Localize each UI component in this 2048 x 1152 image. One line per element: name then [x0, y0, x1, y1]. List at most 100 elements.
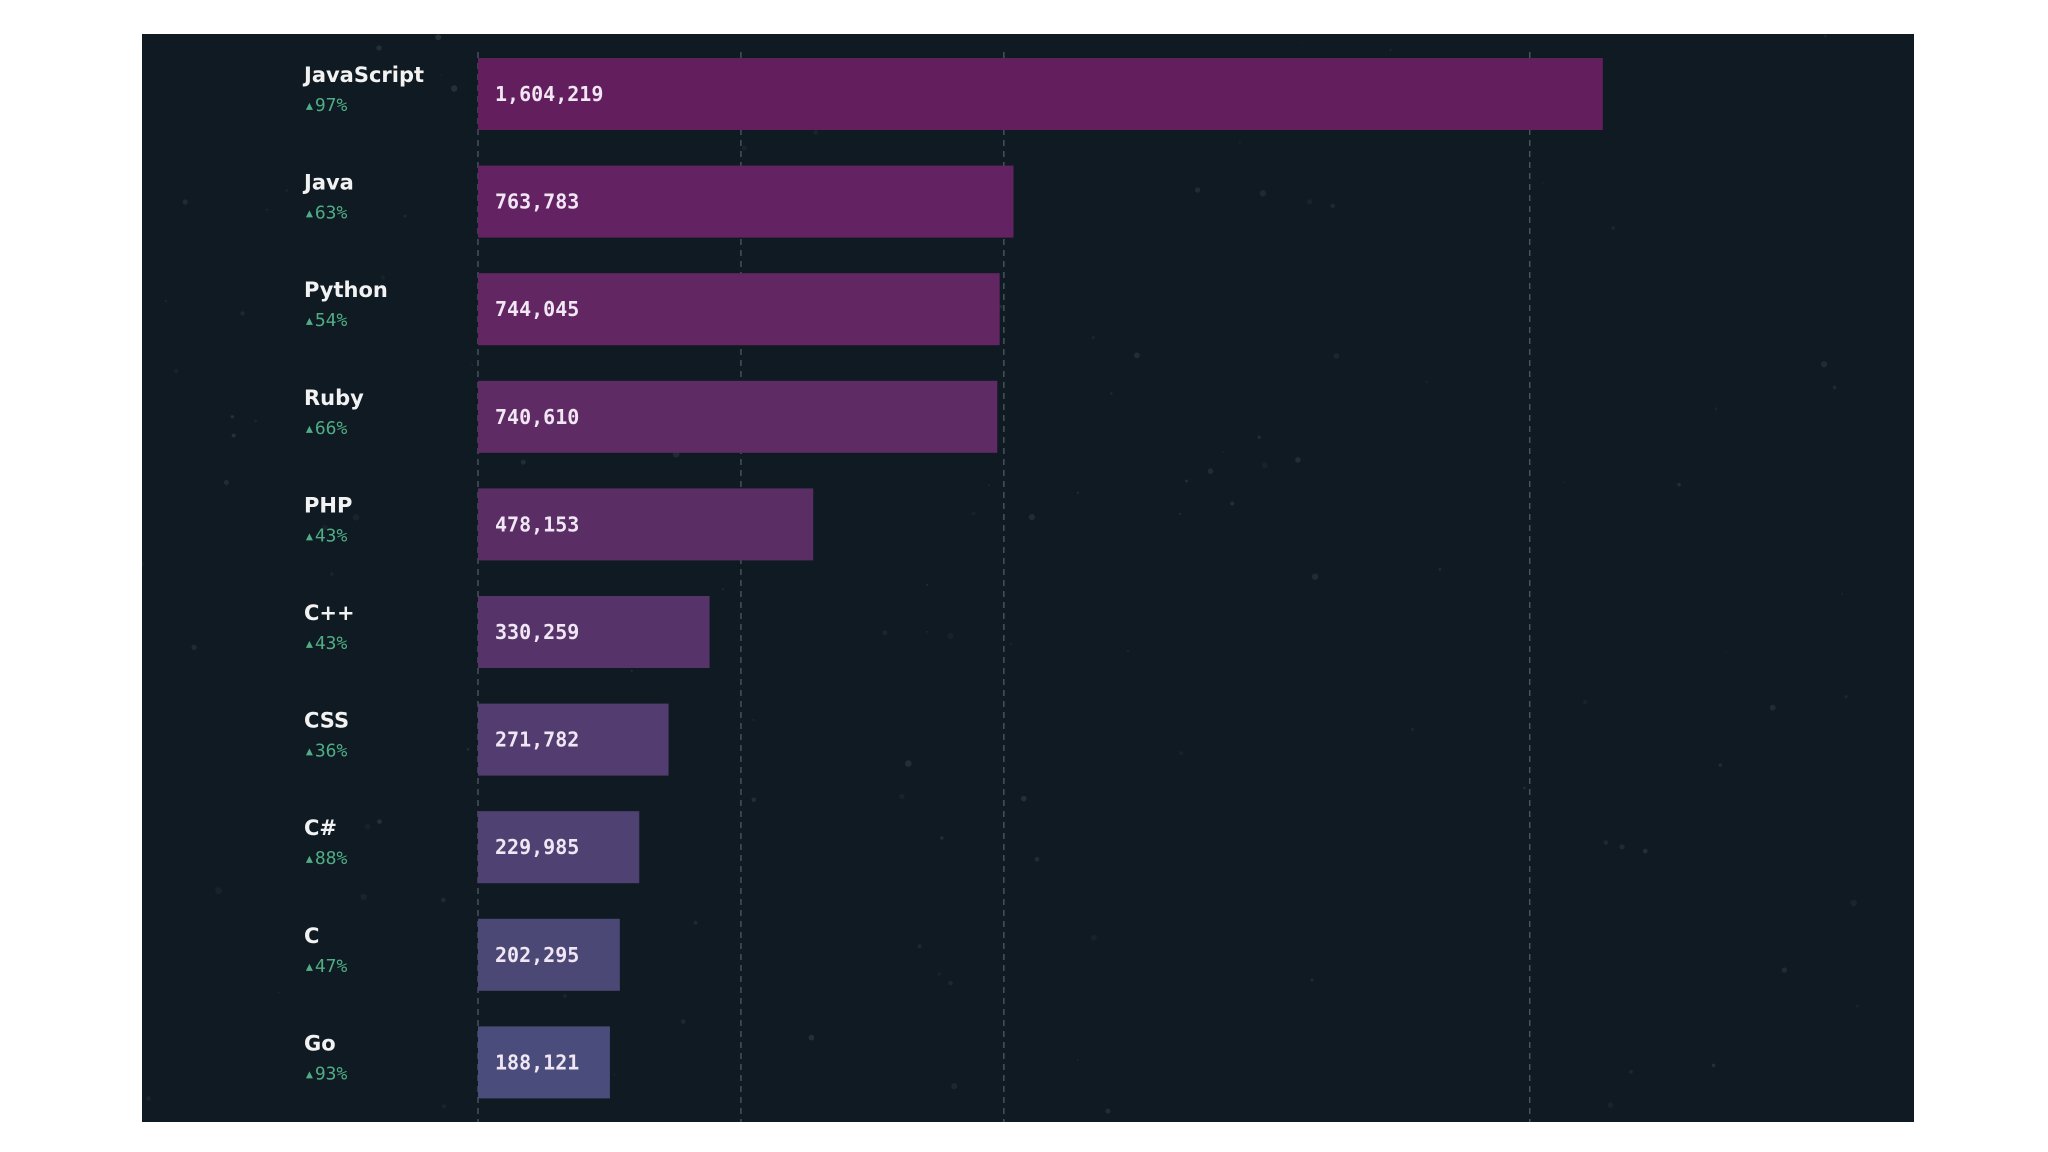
bar — [478, 488, 814, 561]
star-dot — [1769, 704, 1776, 711]
star-dot — [1523, 786, 1526, 790]
language-label: C — [304, 924, 319, 948]
bar-value-label: 271,782 — [495, 728, 579, 752]
growth-label: ▴43% — [304, 633, 348, 654]
star-dot — [663, 1120, 665, 1122]
star-dot — [1677, 482, 1681, 487]
star-dot — [1179, 512, 1181, 515]
star-dot — [1714, 407, 1718, 411]
bar-chart: 1,604,219 763,783 744,045 740,610 478,153 330… — [142, 34, 1859, 1122]
star-dot — [1619, 844, 1625, 850]
star-dot — [191, 644, 197, 651]
language-label: JavaScript — [302, 63, 424, 87]
star-dot — [1563, 481, 1566, 484]
star-dot — [329, 572, 334, 576]
star-dot — [1179, 751, 1183, 755]
star-dot — [1629, 1070, 1633, 1074]
star-dot — [1725, 651, 1728, 654]
star-dot — [1832, 385, 1837, 390]
star-dot — [813, 130, 818, 135]
star-dot — [1126, 649, 1130, 653]
star-dot — [1105, 1108, 1111, 1114]
star-dot — [1821, 361, 1828, 368]
growth-label: ▴43% — [304, 525, 348, 546]
language-label: Java — [302, 171, 354, 195]
growth-label: ▴88% — [304, 848, 348, 869]
bars: 1,604,219 763,783 744,045 740,610 478,153 330… — [478, 58, 1603, 1099]
star-dot — [741, 145, 748, 151]
bar-value-label: 188,121 — [495, 1050, 579, 1074]
star-dot — [680, 1019, 686, 1024]
star-dot — [471, 363, 474, 366]
star-dot — [285, 189, 288, 192]
star-dot — [905, 760, 912, 767]
star-dot — [1311, 573, 1319, 580]
star-dot — [1306, 199, 1313, 205]
language-label: Go — [304, 1031, 336, 1055]
star-dot — [1238, 141, 1241, 144]
bar — [478, 273, 1000, 346]
star-dot — [1583, 700, 1587, 704]
star-dot — [182, 199, 188, 205]
star-dot — [441, 1104, 446, 1109]
star-dot — [1389, 48, 1392, 51]
star-dot — [1333, 353, 1340, 359]
star-dot — [1222, 451, 1225, 454]
star-dot — [365, 824, 371, 830]
star-dot — [951, 1083, 958, 1090]
star-dot — [988, 484, 990, 487]
star-dot — [1009, 643, 1013, 646]
star-dot — [613, 1073, 616, 1076]
star-dot — [174, 369, 179, 374]
growth-label: ▴36% — [304, 741, 348, 762]
star-dot — [1823, 34, 1827, 38]
growth-label: ▴47% — [304, 956, 348, 977]
bar-value-label: 740,610 — [495, 405, 579, 429]
star-dot — [1425, 381, 1428, 383]
star-dot — [808, 1034, 815, 1041]
star-dot — [999, 304, 1003, 309]
star-dot — [1850, 899, 1857, 907]
star-dot — [164, 299, 167, 302]
star-dot — [948, 980, 953, 986]
star-dot — [1021, 795, 1027, 802]
star-dot — [215, 887, 222, 894]
category-labels: JavaScript ▴97% Java ▴63% Python ▴54% Ruby ▴66%… — [302, 63, 424, 1084]
star-dot — [440, 74, 442, 76]
bar — [478, 1026, 610, 1099]
star-dot — [1091, 335, 1095, 340]
star-dot — [441, 897, 446, 903]
star-dot — [1034, 857, 1040, 862]
star-dot — [1607, 1102, 1614, 1108]
star-dot — [1295, 457, 1301, 463]
star-dot — [231, 433, 236, 438]
star-dot — [352, 514, 360, 521]
chart-panel: 1,604,219 763,783 744,045 740,610 478,153 330… — [142, 34, 1914, 1122]
star-dot — [562, 993, 567, 998]
star-dot — [377, 819, 382, 824]
bar-value-label: 202,295 — [495, 943, 579, 967]
star-dot — [230, 415, 234, 419]
star-dot — [403, 214, 407, 218]
star-dot — [1856, 1004, 1859, 1008]
star-dot — [1110, 392, 1113, 395]
language-label: C# — [304, 816, 337, 840]
growth-label: ▴63% — [304, 203, 348, 224]
star-dot — [1300, 41, 1303, 44]
star-dot — [947, 633, 953, 639]
bar — [478, 811, 640, 884]
bar-value-label: 478,153 — [495, 512, 579, 536]
bar-value-label: 229,985 — [495, 835, 579, 859]
star-dot — [937, 972, 941, 976]
star-dot — [899, 794, 905, 800]
star-dot — [1257, 435, 1261, 439]
star-dot — [1194, 187, 1201, 193]
language-label: Python — [304, 278, 388, 302]
star-dot — [926, 631, 928, 633]
star-dot — [1134, 352, 1140, 359]
star-dot — [1841, 592, 1844, 595]
star-dot — [142, 562, 144, 566]
star-dot — [1262, 462, 1268, 468]
star-dot — [240, 311, 245, 316]
star-dot — [1076, 491, 1079, 494]
